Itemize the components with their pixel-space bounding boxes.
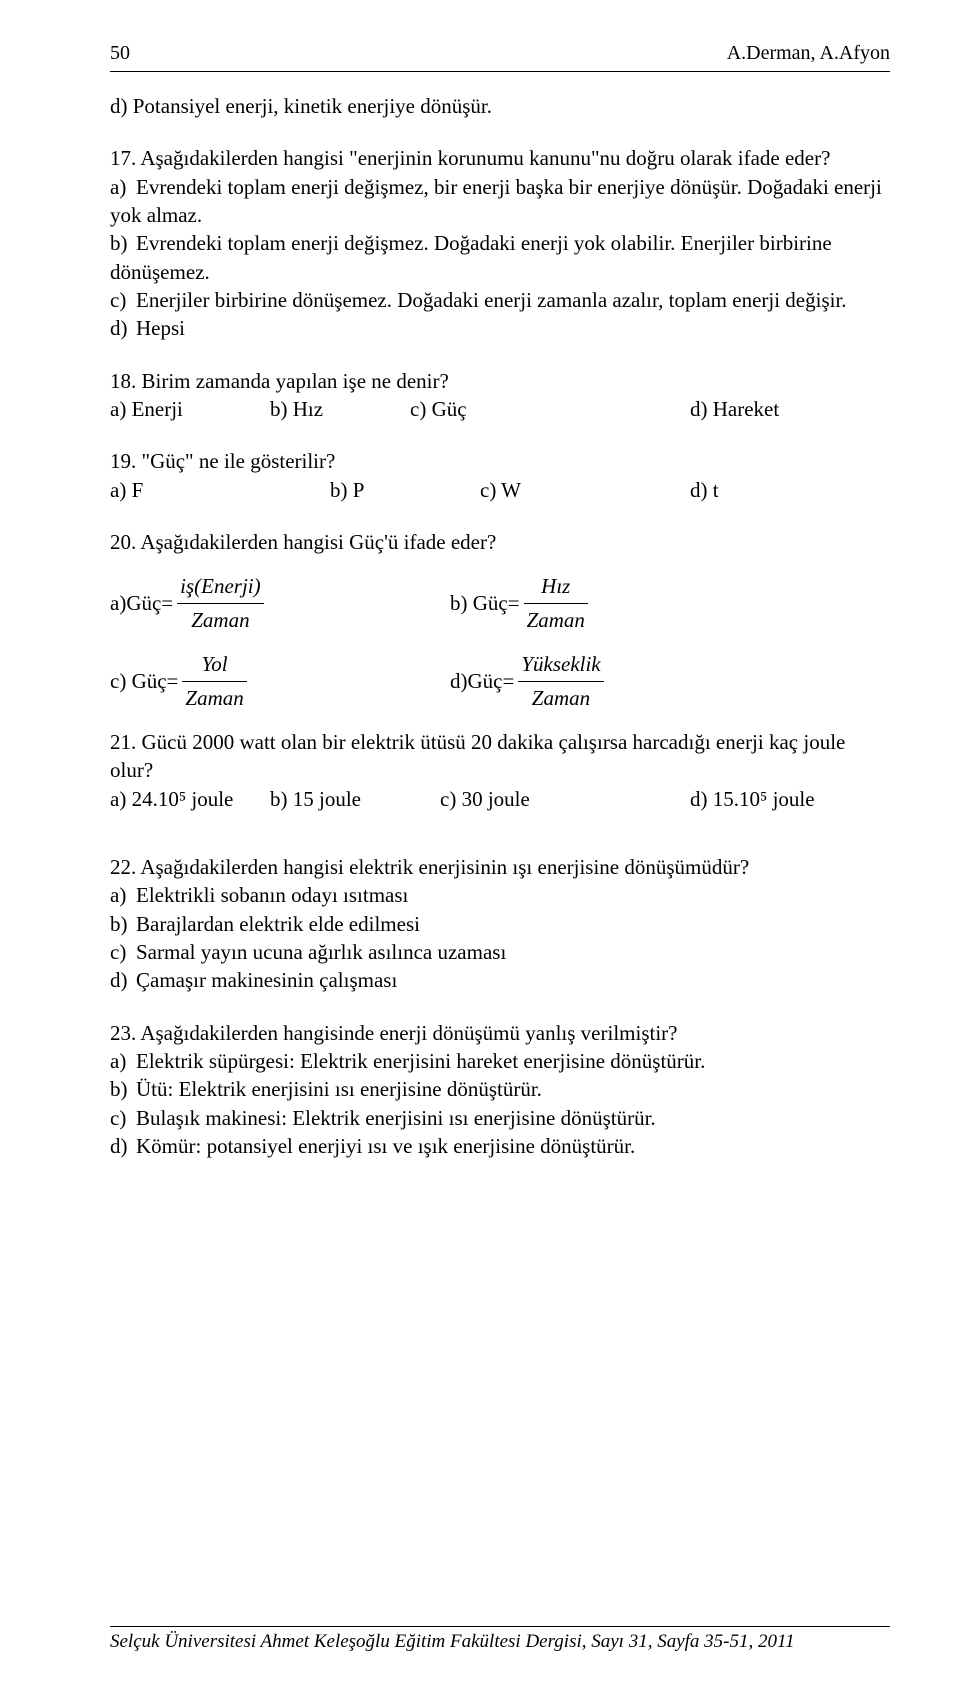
option-a-text: Elektrikli sobanın odayı ısıtması	[136, 883, 408, 907]
frac-den: Zaman	[524, 604, 588, 634]
question-19: 19. "Güç" ne ile gösterilir? a) F b) P c…	[110, 447, 890, 504]
option-a: a) F	[110, 476, 330, 504]
authors: A.Derman, A.Afyon	[727, 40, 890, 67]
option-c-prefix: c) Güç=	[110, 667, 178, 695]
question-text: 23. Aşağıdakilerden hangisinde enerji dö…	[110, 1019, 890, 1047]
page-footer: Selçuk Üniversitesi Ahmet Keleşoğlu Eğit…	[110, 1626, 890, 1655]
option-c: c) 30 joule	[440, 785, 690, 813]
frac-den: Zaman	[177, 604, 263, 634]
page-header: 50 A.Derman, A.Afyon	[110, 40, 890, 72]
option-c-text: Bulaşık makinesi: Elektrik enerjisini ıs…	[136, 1106, 656, 1130]
question-text: 18. Birim zamanda yapılan işe ne denir?	[110, 367, 890, 395]
option-a-prefix: a)Güç=	[110, 589, 173, 617]
option-b: b)Barajlardan elektrik elde edilmesi	[110, 910, 890, 938]
option-a: a)Elektrik süpürgesi: Elektrik enerjisin…	[110, 1047, 890, 1075]
question-text: 21. Gücü 2000 watt olan bir elektrik ütü…	[110, 728, 890, 785]
option-c: c)Sarmal yayın ucuna ağırlık asılınca uz…	[110, 938, 890, 966]
option-d-text: Çamaşır makinesinin çalışması	[136, 968, 397, 992]
frac-num: Yükseklik	[518, 650, 603, 681]
question-17: 17. Aşağıdakilerden hangisi "enerjinin k…	[110, 144, 890, 342]
frac-den: Zaman	[518, 682, 603, 712]
option-c: c) Güç= YolZaman	[110, 650, 450, 712]
frac-num: Yol	[182, 650, 246, 681]
option-b-prefix: b) Güç=	[450, 589, 520, 617]
footer-text: Selçuk Üniversitesi Ahmet Keleşoğlu Eğit…	[110, 1631, 795, 1652]
option-d-prefix: d)Güç=	[450, 667, 514, 695]
option-a-text: Evrendeki toplam enerji değişmez, bir en…	[110, 175, 882, 227]
option-d: d)Kömür: potansiyel enerjiyi ısı ve ışık…	[110, 1132, 890, 1160]
option-c: c)Enerjiler birbirine dönüşemez. Doğadak…	[110, 286, 890, 314]
option-b-text: Barajlardan elektrik elde edilmesi	[136, 912, 420, 936]
option-a-text: Elektrik süpürgesi: Elektrik enerjisini …	[136, 1049, 705, 1073]
question-text: 20. Aşağıdakilerden hangisi Güç'ü ifade …	[110, 528, 890, 556]
option-d: d)Çamaşır makinesinin çalışması	[110, 966, 890, 994]
question-18: 18. Birim zamanda yapılan işe ne denir? …	[110, 367, 890, 424]
option-text: d) Potansiyel enerji, kinetik enerjiye d…	[110, 92, 890, 120]
page-number: 50	[110, 40, 130, 67]
question-21: 21. Gücü 2000 watt olan bir elektrik ütü…	[110, 728, 890, 813]
option-a: a) Enerji	[110, 395, 270, 423]
option-d-text: Hepsi	[136, 316, 185, 340]
question-text: 22. Aşağıdakilerden hangisi elektrik ene…	[110, 853, 890, 881]
option-b: b) Hız	[270, 395, 410, 423]
option-a: a)Elektrikli sobanın odayı ısıtması	[110, 881, 890, 909]
frac-den: Zaman	[182, 682, 246, 712]
option-b-text: Evrendeki toplam enerji değişmez. Doğada…	[110, 231, 832, 283]
option-b: b) Güç= HızZaman	[450, 572, 850, 634]
question-22: 22. Aşağıdakilerden hangisi elektrik ene…	[110, 853, 890, 995]
question-23: 23. Aşağıdakilerden hangisinde enerji dö…	[110, 1019, 890, 1161]
option-d: d) 15.10⁵ joule	[690, 785, 815, 813]
option-b-text: Ütü: Elektrik enerjisini ısı enerjisine …	[136, 1077, 542, 1101]
option-a: a)Güç= iş(Enerji)Zaman	[110, 572, 450, 634]
option-d: d)Güç= YükseklikZaman	[450, 650, 850, 712]
option-a: a)Evrendeki toplam enerji değişmez, bir …	[110, 173, 890, 230]
frac-num: Hız	[524, 572, 588, 603]
option-d-text: Kömür: potansiyel enerjiyi ısı ve ışık e…	[136, 1134, 635, 1158]
option-d: d)Hepsi	[110, 314, 890, 342]
option-c-text: Enerjiler birbirine dönüşemez. Doğadaki …	[136, 288, 847, 312]
option-b: b)Evrendeki toplam enerji değişmez. Doğa…	[110, 229, 890, 286]
question-text: 19. "Güç" ne ile gösterilir?	[110, 447, 890, 475]
frac-num: iş(Enerji)	[177, 572, 263, 603]
option-d: d) Hareket	[690, 395, 779, 423]
question-20: 20. Aşağıdakilerden hangisi Güç'ü ifade …	[110, 528, 890, 712]
top-d-option: d) Potansiyel enerji, kinetik enerjiye d…	[110, 92, 890, 120]
option-c: c)Bulaşık makinesi: Elektrik enerjisini …	[110, 1104, 890, 1132]
question-text: 17. Aşağıdakilerden hangisi "enerjinin k…	[110, 144, 890, 172]
option-d: d) t	[690, 476, 719, 504]
option-c-text: Sarmal yayın ucuna ağırlık asılınca uzam…	[136, 940, 506, 964]
option-b: b)Ütü: Elektrik enerjisini ısı enerjisin…	[110, 1075, 890, 1103]
option-b: b) P	[330, 476, 480, 504]
option-a: a) 24.10⁵ joule	[110, 785, 270, 813]
option-c: c) Güç	[410, 395, 690, 423]
option-b: b) 15 joule	[270, 785, 440, 813]
option-c: c) W	[480, 476, 690, 504]
